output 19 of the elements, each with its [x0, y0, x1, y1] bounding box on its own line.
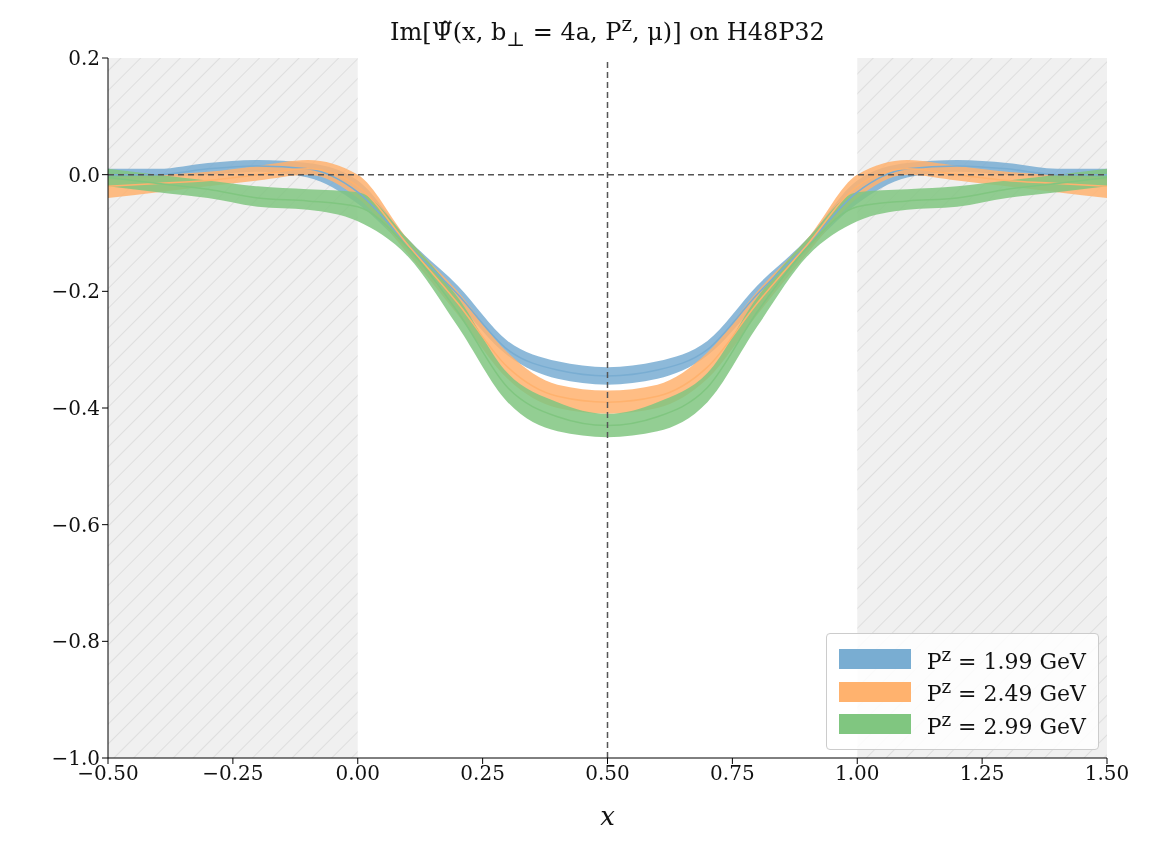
x-tick-label: 0.25 [460, 761, 505, 786]
y-tick-label: −0.2 [51, 279, 100, 304]
legend-label: P$^{z}$ = 2.99 GeV [926, 708, 1086, 739]
chart-title: Im[Ψ̃(x, b$_{⊥}$ = 4a, P$^{z}$, μ)] on H48P32 [389, 12, 826, 51]
x-tick-label: 0.75 [710, 761, 755, 786]
x-tick-label: 1.25 [959, 761, 1005, 786]
x-tick-label: 0.50 [585, 761, 630, 786]
y-tick-label: −0.4 [51, 396, 100, 421]
y-tick-label: −0.8 [51, 629, 100, 654]
x-tick-label: 1.00 [834, 761, 880, 786]
y-tick-label: −0.6 [51, 512, 100, 537]
x-tick-label: 0.00 [335, 761, 381, 786]
y-tick-label: 0.2 [68, 46, 100, 71]
x-tick-label: 1.50 [1084, 761, 1130, 786]
legend-label: P$^{z}$ = 2.49 GeV [926, 676, 1086, 707]
y-tick-label: 0.0 [68, 162, 100, 187]
x-axis-title: x [599, 801, 616, 831]
x-tick-label: −0.25 [202, 761, 264, 786]
legend-label: P$^{z}$ = 1.99 GeV [926, 644, 1086, 675]
